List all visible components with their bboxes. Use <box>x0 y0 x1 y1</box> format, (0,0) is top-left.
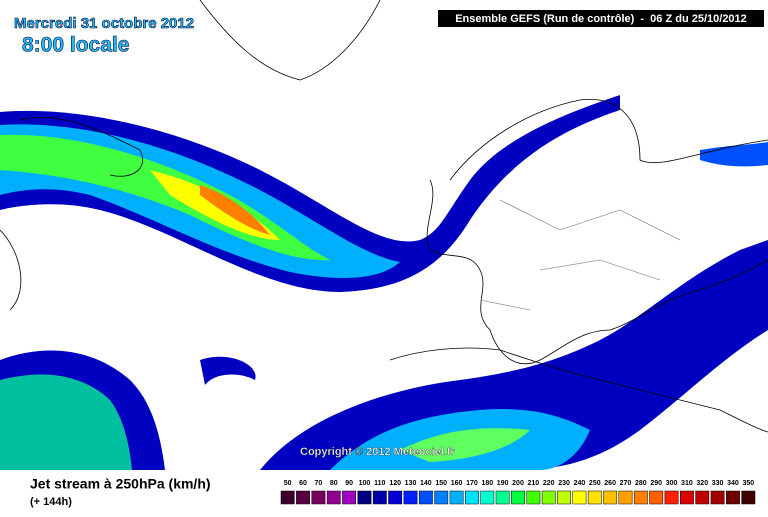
scale-swatch <box>726 490 740 505</box>
scale-label: 70 <box>314 480 322 487</box>
scale-swatch <box>311 490 326 505</box>
scale-swatch <box>526 490 541 505</box>
scale-label: 310 <box>681 480 693 487</box>
scale-label: 60 <box>299 480 307 487</box>
scale-label: 110 <box>374 480 385 487</box>
scale-label: 150 <box>435 480 447 487</box>
legend-subtitle: (+ 144h) <box>30 496 72 508</box>
scale-label: 340 <box>727 480 739 487</box>
greenland-coast <box>199 0 381 81</box>
coastlines <box>0 0 768 433</box>
scale-label: 140 <box>420 480 432 487</box>
scale-label: 220 <box>543 480 555 487</box>
time: 8:00 locale <box>22 34 129 57</box>
scale-label: 290 <box>650 480 662 487</box>
scale-swatch <box>357 490 372 505</box>
scale-label: 280 <box>635 480 647 487</box>
scale-swatch <box>679 490 694 505</box>
scale-swatch <box>741 490 756 505</box>
jet-band <box>700 142 768 167</box>
scale-swatch <box>664 490 679 505</box>
scale-swatch <box>403 490 418 505</box>
jet-band <box>0 374 132 470</box>
scale-label: 80 <box>330 480 338 487</box>
scale-swatch <box>618 490 633 505</box>
jet-band <box>200 185 270 235</box>
jet-band <box>200 356 256 385</box>
scale-swatch <box>587 490 602 505</box>
jet-band <box>400 428 530 462</box>
scale-swatch <box>372 490 387 505</box>
scandinavia-coast <box>449 98 768 181</box>
scale-swatch <box>557 490 571 505</box>
color-scale: 50 60 70 80 90 100 110 120 130 140 150 160 170 180 190… <box>280 480 756 505</box>
scale-swatch <box>480 490 495 505</box>
scale-label: 240 <box>574 480 586 487</box>
scale-label: 320 <box>696 480 708 487</box>
scale-swatch <box>388 490 403 505</box>
scale-label: 330 <box>712 480 724 487</box>
scale-label: 200 <box>512 480 524 487</box>
scale-swatch <box>572 490 587 505</box>
scale-label: 260 <box>604 480 616 487</box>
scale-swatch <box>633 490 648 505</box>
scale-swatch <box>541 490 556 505</box>
scale-label: 170 <box>466 480 478 487</box>
scale-swatch <box>495 490 510 505</box>
jet-bands <box>0 95 768 470</box>
scale-label: 120 <box>389 480 401 487</box>
scale-swatch <box>296 490 310 505</box>
scale-swatch <box>342 490 357 505</box>
scale-swatch <box>603 490 618 505</box>
jet-band <box>0 95 620 292</box>
scale-label: 300 <box>666 480 678 487</box>
scale-swatch <box>695 490 710 505</box>
scale-swatch <box>418 490 433 505</box>
scale-swatch <box>710 490 725 505</box>
scale-swatch <box>280 490 295 505</box>
run-info: Ensemble GEFS (Run de contrôle) - 06 Z d… <box>455 13 747 25</box>
scale-swatch <box>326 490 341 505</box>
scale-label: 350 <box>742 480 754 487</box>
scale-label: 130 <box>405 480 417 487</box>
europe-coast <box>426 179 768 365</box>
scale-label: 180 <box>481 480 493 487</box>
scale-label: 250 <box>589 480 601 487</box>
copyright: Copyright © 2012 Meteociel.fr <box>300 446 456 458</box>
coast <box>0 229 22 311</box>
coast <box>19 116 143 177</box>
scale-label: 270 <box>620 480 632 487</box>
jet-band <box>260 240 768 470</box>
scale-swatch <box>465 490 479 505</box>
scale-label: 230 <box>558 480 570 487</box>
scale-label: 100 <box>359 480 371 487</box>
scale-swatch <box>511 490 525 505</box>
legend-title: Jet stream à 250hPa (km/h) <box>30 476 211 492</box>
scale-swatch <box>449 490 464 505</box>
africa-coast <box>389 347 768 433</box>
scale-label: 160 <box>451 480 463 487</box>
scale-label: 210 <box>528 480 540 487</box>
scale-label: 190 <box>497 480 509 487</box>
date: Mercredi 31 octobre 2012 <box>14 15 194 32</box>
scale-label: 50 <box>284 480 292 487</box>
borders <box>479 199 681 311</box>
run-box <box>438 10 764 27</box>
scale-label: 90 <box>345 480 353 487</box>
scale-swatch <box>434 490 449 505</box>
scale-swatch <box>649 490 664 505</box>
